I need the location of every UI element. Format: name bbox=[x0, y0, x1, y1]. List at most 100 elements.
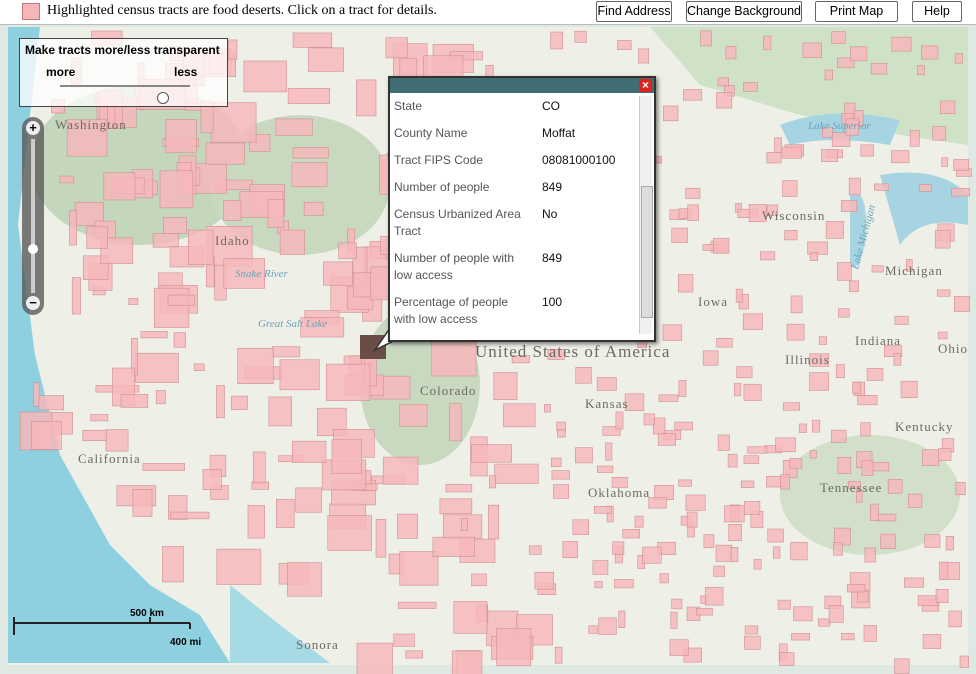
tract bbox=[790, 295, 803, 314]
tract bbox=[243, 60, 287, 93]
tract bbox=[821, 149, 839, 162]
tract bbox=[59, 175, 75, 184]
tract bbox=[938, 448, 952, 461]
print-map-button[interactable]: Print Map bbox=[815, 1, 898, 22]
tract bbox=[188, 229, 214, 265]
tract bbox=[802, 42, 822, 58]
tract bbox=[120, 393, 149, 408]
tract bbox=[82, 429, 107, 441]
tract bbox=[503, 403, 536, 428]
tract bbox=[622, 529, 641, 539]
tract bbox=[955, 482, 966, 496]
tract bbox=[307, 47, 344, 72]
tract bbox=[791, 633, 811, 641]
tract bbox=[325, 363, 371, 401]
tract bbox=[405, 650, 423, 659]
tract bbox=[917, 65, 925, 76]
tract bbox=[399, 404, 428, 427]
legend-swatch bbox=[22, 3, 40, 20]
tract bbox=[451, 650, 483, 674]
tract bbox=[634, 515, 644, 528]
slider-knob[interactable] bbox=[157, 92, 169, 104]
tract bbox=[494, 463, 539, 484]
tract bbox=[612, 541, 625, 555]
tract bbox=[777, 599, 791, 610]
tract bbox=[155, 390, 166, 405]
zoom-knob[interactable] bbox=[28, 244, 38, 254]
tract bbox=[271, 346, 301, 358]
slider-track bbox=[60, 85, 190, 87]
tract bbox=[322, 261, 353, 286]
tract bbox=[932, 126, 947, 141]
tract bbox=[811, 419, 821, 433]
tract bbox=[702, 350, 719, 366]
tract bbox=[678, 274, 694, 293]
tract bbox=[231, 395, 248, 411]
tract bbox=[544, 404, 551, 413]
change-background-button[interactable]: Change Background bbox=[686, 1, 802, 22]
tract bbox=[909, 129, 920, 147]
tract bbox=[748, 204, 767, 223]
zoom-out[interactable]: − bbox=[26, 296, 40, 310]
tract bbox=[724, 505, 745, 523]
tract bbox=[836, 262, 852, 281]
tracts bbox=[19, 30, 972, 674]
lake-superior bbox=[780, 113, 900, 145]
transparency-title: Make tracts more/less transparent bbox=[25, 43, 220, 57]
tract bbox=[167, 294, 196, 306]
popup-header bbox=[390, 78, 654, 93]
tract bbox=[809, 450, 817, 459]
tract bbox=[385, 37, 409, 59]
tract bbox=[743, 501, 761, 516]
zoom-in[interactable]: + bbox=[26, 121, 40, 135]
tract bbox=[874, 183, 890, 191]
help-button[interactable]: Help bbox=[912, 1, 962, 22]
tract bbox=[848, 177, 861, 196]
tract bbox=[747, 446, 768, 454]
tract bbox=[735, 288, 743, 303]
tract bbox=[809, 353, 830, 367]
tract bbox=[431, 336, 477, 377]
tract bbox=[727, 453, 738, 468]
tract bbox=[132, 489, 153, 517]
tract bbox=[891, 150, 910, 164]
tract bbox=[356, 79, 377, 117]
map-label: Tennessee bbox=[820, 480, 882, 495]
tract bbox=[743, 383, 762, 401]
map-label: United States of America bbox=[475, 342, 670, 361]
tract bbox=[205, 142, 245, 165]
tract bbox=[954, 53, 963, 64]
tract bbox=[396, 513, 419, 539]
row-value: CO bbox=[542, 99, 560, 113]
tract bbox=[716, 337, 733, 348]
tract bbox=[793, 606, 813, 622]
tract bbox=[267, 199, 285, 228]
find-address-button[interactable]: Find Address bbox=[596, 1, 672, 22]
tract bbox=[611, 477, 628, 488]
tract bbox=[596, 377, 617, 391]
tract bbox=[593, 506, 612, 514]
tract bbox=[202, 469, 222, 491]
scrollbar[interactable] bbox=[639, 96, 653, 334]
tract bbox=[790, 541, 808, 561]
tract bbox=[624, 393, 645, 411]
map-label: California bbox=[78, 451, 141, 466]
tract bbox=[847, 584, 866, 593]
tract bbox=[789, 458, 803, 469]
map-label: Oklahoma bbox=[588, 485, 650, 500]
row-value: 849 bbox=[542, 180, 563, 194]
tract bbox=[935, 589, 949, 603]
map-label: Kansas bbox=[585, 396, 629, 411]
tract bbox=[784, 229, 798, 241]
popup-close[interactable]: × bbox=[639, 79, 652, 92]
scale-km: 500 km bbox=[130, 608, 164, 619]
tract bbox=[866, 368, 884, 381]
tract bbox=[291, 162, 328, 188]
tract bbox=[247, 505, 265, 539]
tract bbox=[767, 528, 784, 543]
tract bbox=[836, 57, 855, 69]
tract bbox=[695, 607, 713, 616]
scroll-thumb[interactable] bbox=[641, 186, 653, 318]
tract bbox=[818, 336, 828, 345]
tract bbox=[615, 411, 624, 430]
